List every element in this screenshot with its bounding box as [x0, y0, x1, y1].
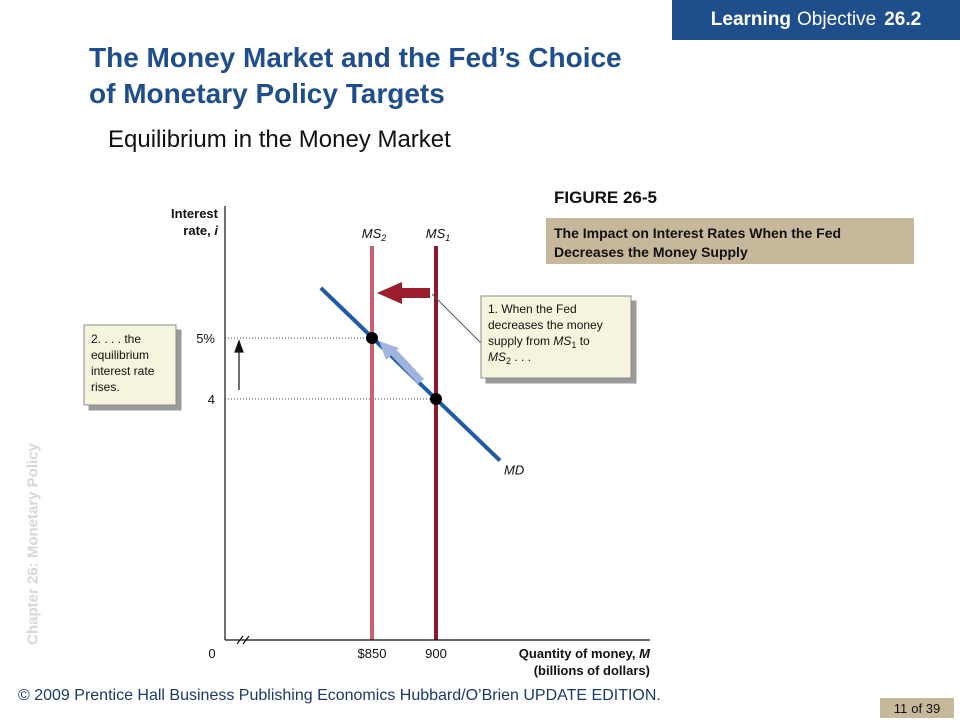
y-tick-label-5: 5% — [196, 331, 215, 346]
learning-objective-word: Objective — [797, 9, 877, 30]
callout-left-line3: interest rate — [91, 364, 155, 378]
rate-rise-arrow — [234, 339, 244, 390]
x-tick-label-850: $850 — [358, 646, 387, 661]
figure-caption: The Impact on Interest Rates When the Fe… — [546, 218, 914, 264]
callout-left-line2: equilibrium — [91, 348, 149, 362]
ms1-label: MS1 — [426, 226, 451, 243]
slide-subtitle: Equilibrium in the Money Market — [108, 126, 451, 153]
equilibrium-point-initial — [430, 393, 442, 405]
callout-rate-rises: 2. . . . the equilibrium interest rate r… — [83, 324, 177, 406]
page-current: 11 — [893, 700, 908, 716]
page-total: of 39 — [911, 700, 941, 716]
callout-left-line1: 2. . . . the — [91, 332, 141, 346]
callout-fed-decreases-supply: 1. When the Fed decreases the money supp… — [431, 293, 632, 379]
ms2-label: MS2 — [362, 226, 387, 243]
equilibrium-shift-arrow — [379, 341, 424, 384]
learning-objective-number: 26.2 — [884, 9, 922, 30]
callout-right-line3: supply from MS1 to — [488, 334, 590, 350]
x-tick-label-900: 900 — [425, 646, 447, 661]
md-label: MD — [504, 463, 524, 478]
x-axis-title-line2: (billions of dollars) — [534, 663, 650, 678]
x-axis-title-line1: Quantity of money, M — [519, 646, 651, 661]
y-tick-label-4: 4 — [208, 392, 215, 407]
callout-right-line2: decreases the money — [488, 318, 603, 332]
figure-label: FIGURE 26-5 — [554, 188, 657, 207]
money-supply-shift-arrow — [377, 282, 430, 304]
money-market-chart: Interest rate, i Quantity of money, M (b… — [83, 206, 651, 678]
y-axis-title-line2: rate, i — [183, 223, 218, 238]
slide-title: The Money Market and the Fed’s Choice of… — [89, 40, 622, 112]
footer-copyright: © 2009 Prentice Hall Business Publishing… — [18, 687, 661, 704]
origin-label: 0 — [208, 646, 215, 661]
callout-right-line1: 1. When the Fed — [488, 302, 577, 316]
page-number-box: 11 of 39 — [880, 698, 954, 718]
equilibrium-point-new — [366, 332, 378, 344]
callout-left-line4: rises. — [91, 380, 120, 394]
axis-break-mark — [236, 635, 250, 645]
slide-title-line2: of Monetary Policy Targets — [89, 78, 445, 109]
slide-title-line1: The Money Market and the Fed’s Choice — [89, 42, 622, 73]
learning-objective-prefix: Learning — [710, 9, 792, 30]
y-axis-title-line1: Interest — [171, 206, 219, 221]
learning-objective-badge: Learning Objective 26.2 — [672, 0, 960, 40]
callout-right-line4: MS2 . . . — [488, 350, 531, 366]
